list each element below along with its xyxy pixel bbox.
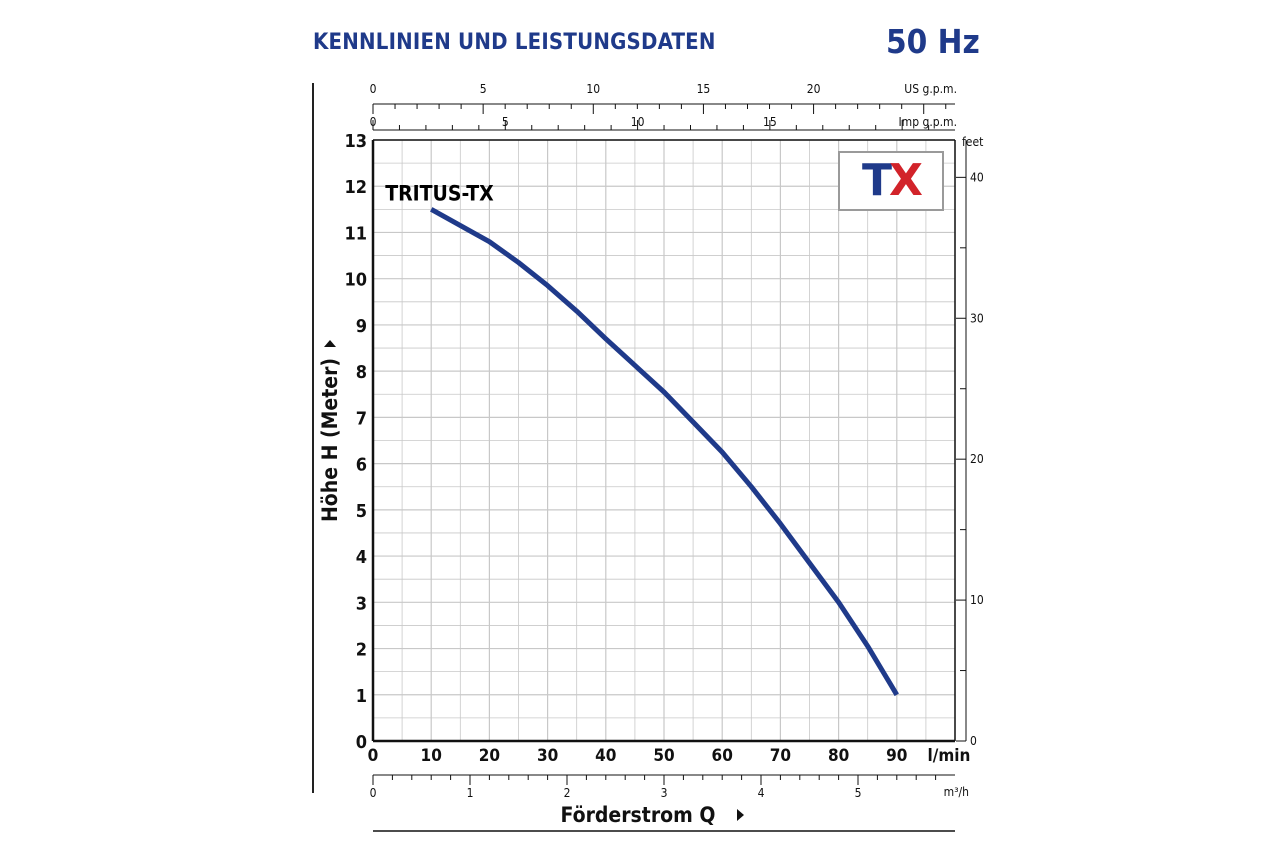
x-tick-label: 70 xyxy=(770,746,791,766)
logo-letter-x: X xyxy=(889,155,923,206)
y-tick-label: 12 xyxy=(344,177,367,198)
y-axis-title: Höhe H (Meter) xyxy=(318,358,342,522)
m3h-tick-label: 1 xyxy=(467,786,474,800)
feet-tick-label: 10 xyxy=(970,593,984,607)
y-tick-label: 13 xyxy=(344,131,367,152)
logo-letter-t: T xyxy=(862,155,892,206)
x-tick-label: 10 xyxy=(421,746,442,766)
us-gpm-unit-label: US g.p.m. xyxy=(904,82,957,96)
axis-labels: l/min US g.p.m. Imp g.p.m. m³/h feet Förderst… xyxy=(318,82,983,827)
feet-tick-label: 0 xyxy=(970,734,977,748)
y-tick-label: 7 xyxy=(356,408,367,429)
m3h-tick-label: 2 xyxy=(564,786,571,800)
y-tick-label: 1 xyxy=(356,686,367,707)
page-title: KENNLINIEN UND LEISTUNGSDATEN xyxy=(313,30,716,55)
y-tick-label: 10 xyxy=(344,270,367,291)
x-tick-label: 80 xyxy=(828,746,849,766)
x-axis-title: Förderstrom Q xyxy=(561,803,716,827)
us-gpm-tick-label: 5 xyxy=(480,82,487,96)
us-gpm-tick-label: 0 xyxy=(370,82,377,96)
y-tick-label: 8 xyxy=(356,362,367,383)
m3h-tick-label: 5 xyxy=(855,786,862,800)
axes xyxy=(371,103,967,832)
us-gpm-tick-label: 10 xyxy=(586,82,600,96)
y-tick-label: 0 xyxy=(356,732,367,753)
y-tick-label: 3 xyxy=(356,593,367,614)
x-tick-label: 40 xyxy=(595,746,616,766)
imp-gpm-unit-label: Imp g.p.m. xyxy=(899,115,958,129)
us-gpm-tick-label: 20 xyxy=(807,82,821,96)
x-unit-label: l/min xyxy=(928,746,971,766)
x-axis-arrow-icon xyxy=(737,809,744,821)
y-tick-label: 9 xyxy=(356,316,367,337)
x-tick-label: 50 xyxy=(653,746,674,766)
y-axis-arrow-icon xyxy=(324,340,336,347)
x-tick-label: 0 xyxy=(368,746,379,766)
frequency-label: 50 Hz xyxy=(886,22,980,61)
x-tick-label: 90 xyxy=(886,746,907,766)
feet-unit-label: feet xyxy=(962,135,983,149)
y-tick-label: 5 xyxy=(356,501,367,522)
feet-tick-label: 40 xyxy=(970,170,984,184)
imp-gpm-tick-label: 10 xyxy=(631,115,645,129)
series-group: TRITUS-TX xyxy=(385,181,899,697)
series-label: TRITUS-TX xyxy=(385,181,494,205)
imp-gpm-tick-label: 5 xyxy=(502,115,509,129)
us-gpm-tick-label: 15 xyxy=(697,82,711,96)
feet-tick-label: 20 xyxy=(970,452,984,466)
grid-lines xyxy=(372,139,956,742)
left-divider-rule xyxy=(312,83,314,793)
m3h-tick-label: 3 xyxy=(661,786,668,800)
feet-tick-label: 30 xyxy=(970,311,984,325)
y-tick-label: 2 xyxy=(356,640,367,661)
m3h-tick-label: 4 xyxy=(758,786,765,800)
x-tick-label: 20 xyxy=(479,746,500,766)
m3h-unit-label: m³/h xyxy=(944,785,969,799)
x-tick-label: 30 xyxy=(537,746,558,766)
imp-gpm-tick-label: 0 xyxy=(370,115,377,129)
tx-logo: TX xyxy=(838,151,944,211)
y-tick-label: 4 xyxy=(356,547,367,568)
y-tick-label: 6 xyxy=(356,455,367,476)
imp-gpm-tick-label: 15 xyxy=(763,115,777,129)
x-tick-label: 60 xyxy=(712,746,733,766)
series-line-1 xyxy=(429,207,899,697)
y-tick-label: 11 xyxy=(344,223,367,244)
m3h-tick-label: 0 xyxy=(370,786,377,800)
